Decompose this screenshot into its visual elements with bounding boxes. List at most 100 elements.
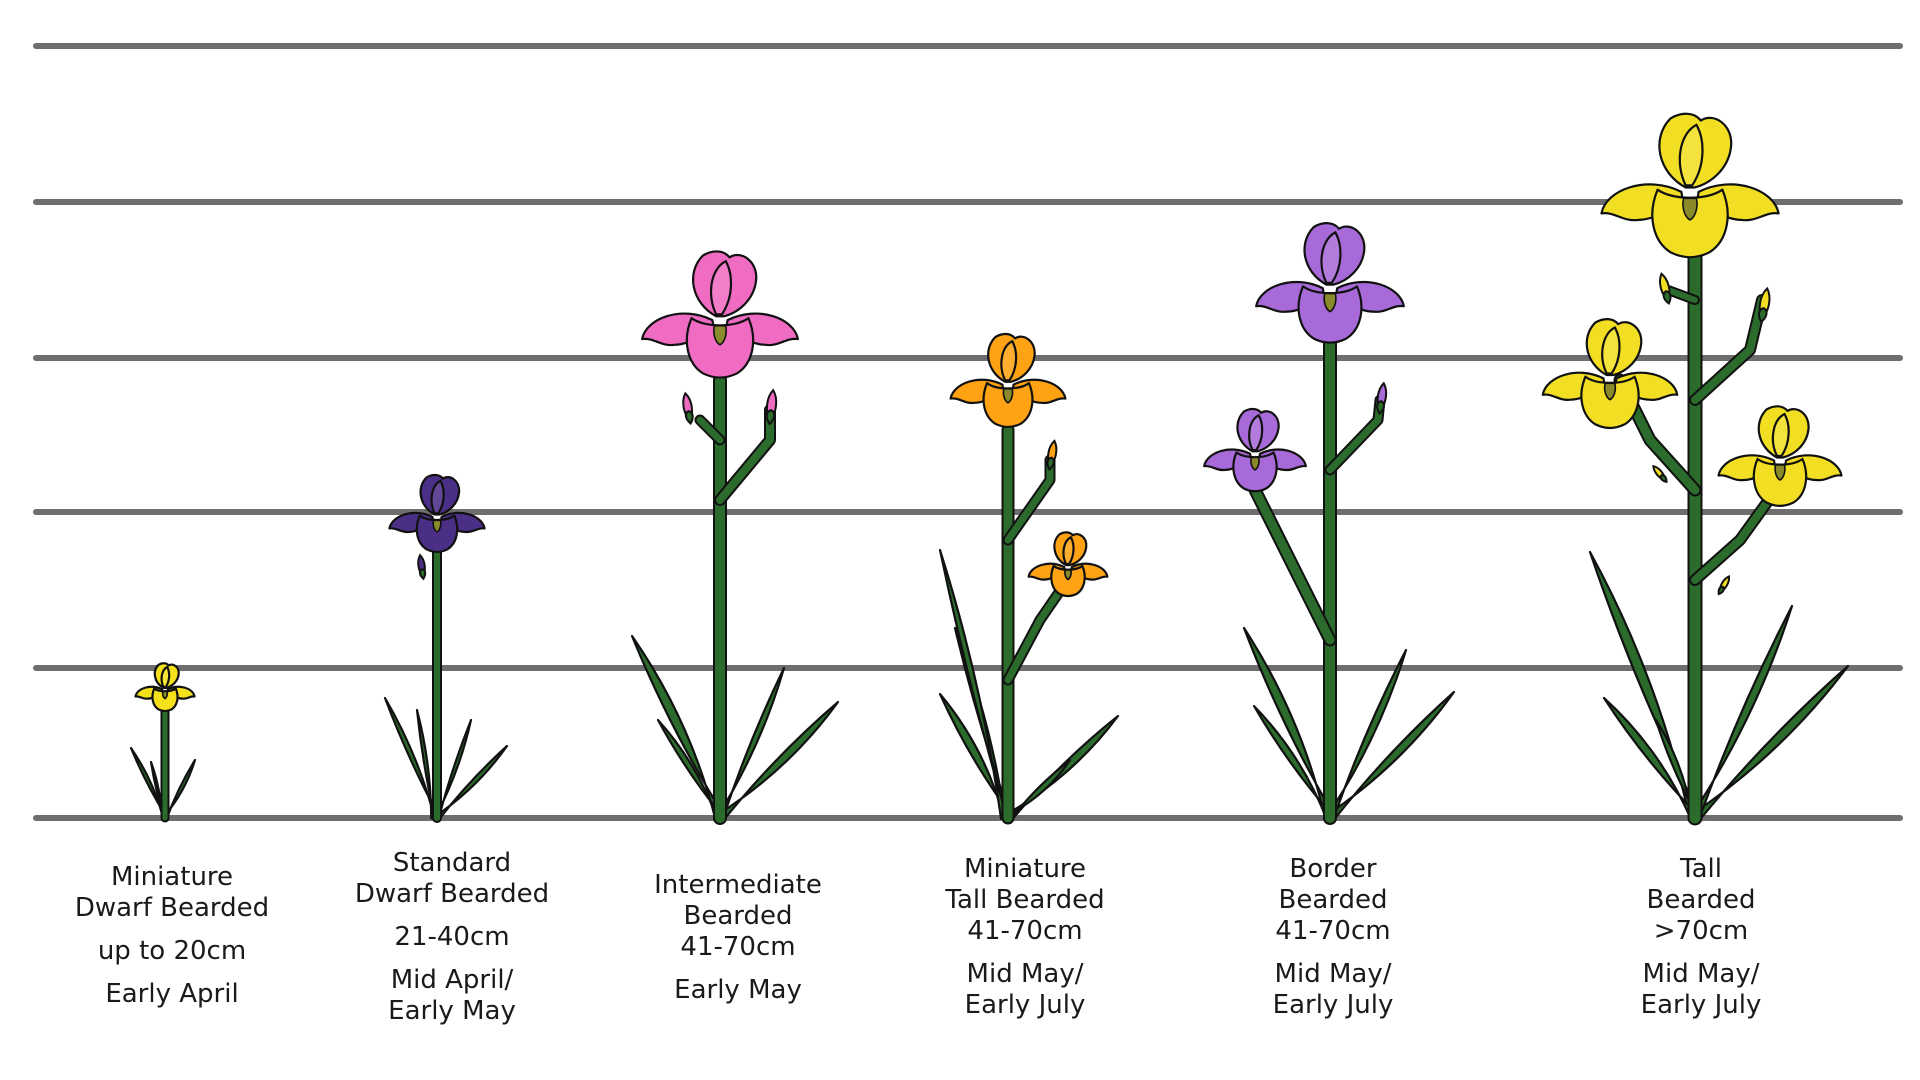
petal-fall-center <box>1651 188 1729 259</box>
iris-bud <box>1376 381 1388 416</box>
bloom-time-line-1: Early April <box>105 979 239 1009</box>
iris-leaf <box>1242 626 1336 822</box>
iris-leaf <box>383 696 441 821</box>
iris-leaf <box>434 744 509 821</box>
bloom-time-line-1: Mid May/ <box>1642 959 1760 989</box>
petal-fall-center <box>151 687 179 713</box>
iris-beard <box>161 690 169 700</box>
iris-flower <box>1255 222 1405 344</box>
iris-leaf <box>938 692 1013 822</box>
variety-name-line-2: Bearded <box>683 901 793 931</box>
iris-leaf <box>162 758 197 820</box>
iris-flower <box>640 250 800 379</box>
iris-flower <box>1203 407 1307 493</box>
iris-flower <box>1600 112 1780 259</box>
variety-name-line-1: Tall <box>1680 854 1722 884</box>
iris-beard <box>713 325 727 346</box>
variety-name-line-2: Bearded <box>1278 885 1388 915</box>
bloom-time-line-2: Early July <box>1640 990 1762 1020</box>
petal-fall-center <box>685 317 755 379</box>
iris-leaf <box>716 666 786 821</box>
iris-stem <box>1250 485 1335 645</box>
iris-beard <box>1323 292 1337 313</box>
label-border-bearded: Border Bearded 41-70cm Mid May/ Early Ju… <box>1183 854 1483 1021</box>
variety-height: up to 20cm <box>97 936 247 966</box>
iris-stem <box>1691 296 1766 404</box>
variety-height: 41-70cm <box>680 932 796 962</box>
iris-bud <box>417 553 427 581</box>
iris-bud <box>1757 286 1771 324</box>
iris-bud <box>1652 464 1668 484</box>
petal-standard-inner <box>1601 326 1621 375</box>
bloom-time-line-2: Early May <box>388 996 516 1026</box>
plant-tall-bearded <box>1541 112 1850 826</box>
iris-beard <box>1603 382 1617 401</box>
iris-stem <box>1665 287 1698 303</box>
iris-stem <box>1326 396 1384 474</box>
variety-name-line-2: Tall Bearded <box>945 885 1105 915</box>
iris-leaf <box>1004 758 1072 822</box>
iris-beard <box>1774 464 1786 481</box>
iris-leaf <box>415 708 436 820</box>
iris-flower <box>1717 405 1843 507</box>
iris-leaf <box>1325 648 1408 821</box>
petal-standard-inner <box>1771 412 1790 458</box>
petal-fall-center <box>1580 375 1640 430</box>
plant-miniature-dwarf-bearded <box>129 662 197 823</box>
petal-fall-center <box>1232 451 1278 493</box>
label-standard-dwarf-bearded: Standard Dwarf Bearded 21-40cm Mid April… <box>302 848 602 1027</box>
variety-name-line-1: Miniature <box>110 862 234 892</box>
iris-leaf <box>630 634 726 822</box>
petal-standard-inner <box>1062 535 1075 566</box>
iris-stem <box>696 416 724 444</box>
iris-leaf <box>1654 718 1699 821</box>
bloom-time-line-1: Mid May/ <box>966 959 1084 989</box>
variety-name-line-2: Dwarf Bearded <box>74 893 270 923</box>
iris-beard <box>1250 456 1260 471</box>
iris-plants <box>129 112 1850 826</box>
label-miniature-dwarf-bearded: Miniature Dwarf Bearded up to 20cm Early… <box>22 862 322 1010</box>
bloom-time-line-2: Early July <box>964 990 1086 1020</box>
variety-height: 41-70cm <box>967 916 1083 946</box>
iris-flower <box>1541 318 1679 430</box>
plant-miniature-tall-bearded <box>938 332 1120 825</box>
variety-name-line-1: Intermediate <box>654 870 822 900</box>
iris-stem <box>1004 584 1066 684</box>
petal-fall-center <box>415 514 459 554</box>
petal-standard-inner <box>1248 413 1264 452</box>
iris-flower <box>1027 531 1109 598</box>
plant-standard-dwarf-bearded <box>383 473 509 823</box>
iris-leaf <box>715 700 840 823</box>
petal-fall-center <box>1752 457 1808 507</box>
iris-beard <box>1064 569 1072 581</box>
petal-standard-inner <box>430 479 445 515</box>
petal-fall-center <box>982 382 1034 429</box>
iris-beard <box>432 519 442 533</box>
iris-leaf <box>938 548 1009 820</box>
iris-leaf <box>129 746 168 820</box>
iris-flower <box>388 473 486 554</box>
iris-bud <box>1659 272 1672 306</box>
plant-border-bearded <box>1203 222 1456 825</box>
variety-height: >70cm <box>1653 916 1749 946</box>
iris-bud <box>765 388 778 426</box>
iris-leaf <box>1252 704 1335 822</box>
iris-leaf <box>1690 664 1850 823</box>
petal-fall-center <box>1050 564 1086 598</box>
iris-leaf <box>656 718 724 821</box>
variety-height: 41-70cm <box>1275 916 1391 946</box>
iris-leaf <box>1602 696 1700 822</box>
petal-standard-inner <box>709 259 733 316</box>
iris-stem <box>1691 486 1780 584</box>
variety-name-line-2: Bearded <box>1646 885 1756 915</box>
petal-standard-inner <box>160 665 171 689</box>
variety-name-line-2: Dwarf Bearded <box>354 879 550 909</box>
variety-name-line-1: Standard <box>392 848 512 878</box>
iris-leaf <box>1325 690 1456 823</box>
petal-fall-center <box>1297 285 1363 344</box>
variety-name-line-1: Border <box>1289 854 1377 884</box>
iris-flower <box>134 662 196 713</box>
height-scale-lines <box>33 43 1903 821</box>
iris-beard <box>1682 197 1698 221</box>
